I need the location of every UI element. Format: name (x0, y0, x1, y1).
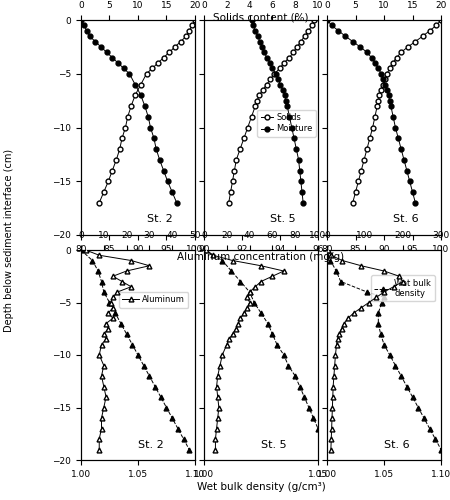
Text: St. 6: St. 6 (384, 440, 410, 450)
X-axis label: Moisture content (%): Moisture content (%) (206, 256, 316, 266)
Text: St. 2: St. 2 (138, 440, 164, 450)
X-axis label: Wet bulk density (g/cm³): Wet bulk density (g/cm³) (197, 482, 325, 492)
Legend: Aluminum: Aluminum (119, 292, 189, 308)
Text: St. 5: St. 5 (270, 214, 296, 224)
Legend: Solids, Moisture: Solids, Moisture (257, 110, 316, 137)
Text: Solids content (%): Solids content (%) (213, 12, 309, 22)
Text: Aluminum concentration (mg/g): Aluminum concentration (mg/g) (177, 252, 345, 262)
Text: St. 5: St. 5 (261, 440, 287, 450)
Text: Depth below sediment interface (cm): Depth below sediment interface (cm) (4, 148, 14, 332)
Text: St. 2: St. 2 (147, 214, 173, 224)
Text: St. 6: St. 6 (393, 214, 419, 224)
Legend: Wet bulk
density: Wet bulk density (371, 275, 435, 301)
